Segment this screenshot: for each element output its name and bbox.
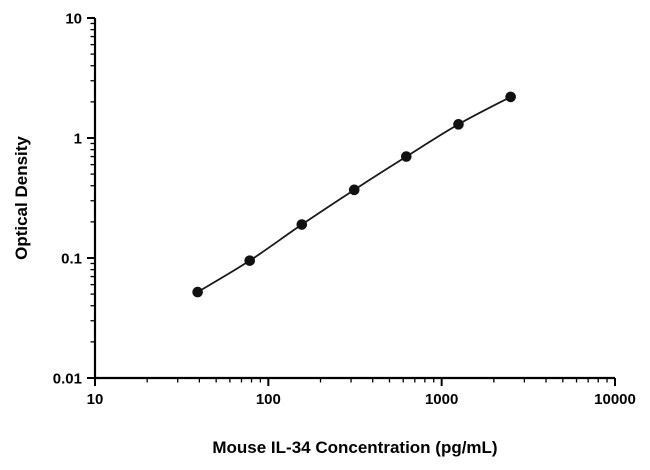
tick-labels: 10 100 1000 10000 0.01 0.1 1 10 [53, 11, 636, 409]
y-tick-label: 0.01 [53, 371, 82, 388]
axes [93, 18, 615, 380]
x-tick-label: 10000 [594, 391, 636, 408]
x-tick-label: 1000 [425, 391, 458, 408]
data-points [192, 91, 516, 298]
y-tick-label: 1 [74, 131, 82, 148]
data-point-marker [400, 151, 412, 162]
tick-marks [87, 17, 616, 386]
data-point-marker [296, 219, 308, 230]
data-point-marker [348, 184, 360, 196]
y-tick-label: 10 [65, 11, 82, 28]
data-point-marker [505, 91, 516, 103]
y-tick-label: 0.1 [61, 251, 82, 268]
data-point-marker [192, 286, 203, 298]
x-tick-label: 10 [87, 391, 104, 408]
data-point-marker [453, 119, 464, 130]
x-axis-title: Mouse IL-34 Concentration (pg/mL) [212, 438, 498, 457]
x-tick-label: 100 [256, 391, 281, 408]
data-point-marker [244, 255, 256, 266]
